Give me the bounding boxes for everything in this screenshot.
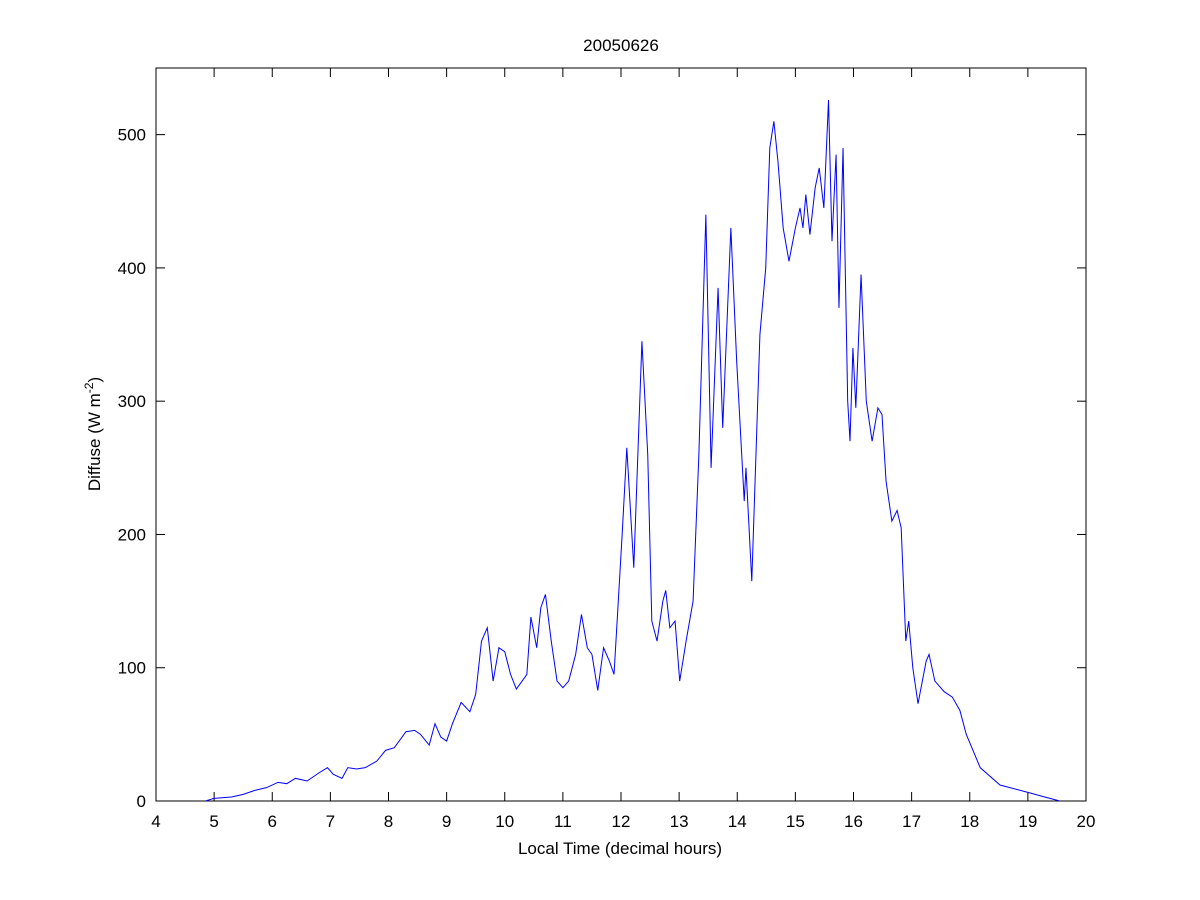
y-label-text: Diffuse (W m (85, 393, 104, 491)
x-tick-label: 11 (554, 812, 572, 831)
y-tick-label: 400 (118, 259, 146, 278)
x-tick-label: 9 (442, 812, 451, 831)
x-tick-label: 10 (495, 812, 514, 831)
x-tick-label: 19 (1018, 812, 1037, 831)
y-label-text: ) (85, 377, 104, 383)
y-axis-label: Diffuse (W m-2) (82, 377, 104, 491)
x-tick-label: 13 (670, 812, 689, 831)
x-tick-label: 6 (268, 812, 277, 831)
x-tick-label: 20 (1077, 812, 1096, 831)
chart-title: 20050626 (583, 36, 659, 55)
x-axis-label: Local Time (decimal hours) (518, 839, 722, 858)
x-tick-label: 15 (786, 812, 805, 831)
y-tick-label: 500 (118, 126, 146, 145)
y-tick-label: 100 (118, 659, 146, 678)
x-tick-label: 17 (902, 812, 921, 831)
y-tick-label: 300 (118, 392, 146, 411)
x-tick-label: 18 (960, 812, 979, 831)
x-tick-label: 4 (151, 812, 160, 831)
x-tick-label: 16 (844, 812, 863, 831)
y-tick-label: 0 (137, 792, 146, 811)
y-tick-label: 200 (118, 525, 146, 544)
x-tick-label: 8 (384, 812, 393, 831)
x-tick-label: 14 (728, 812, 747, 831)
data-line (205, 99, 1060, 802)
x-tick-label: 5 (209, 812, 218, 831)
x-tick-label: 7 (326, 812, 335, 831)
x-tick-label: 12 (612, 812, 631, 831)
y-label-superscript: -2 (82, 382, 96, 393)
